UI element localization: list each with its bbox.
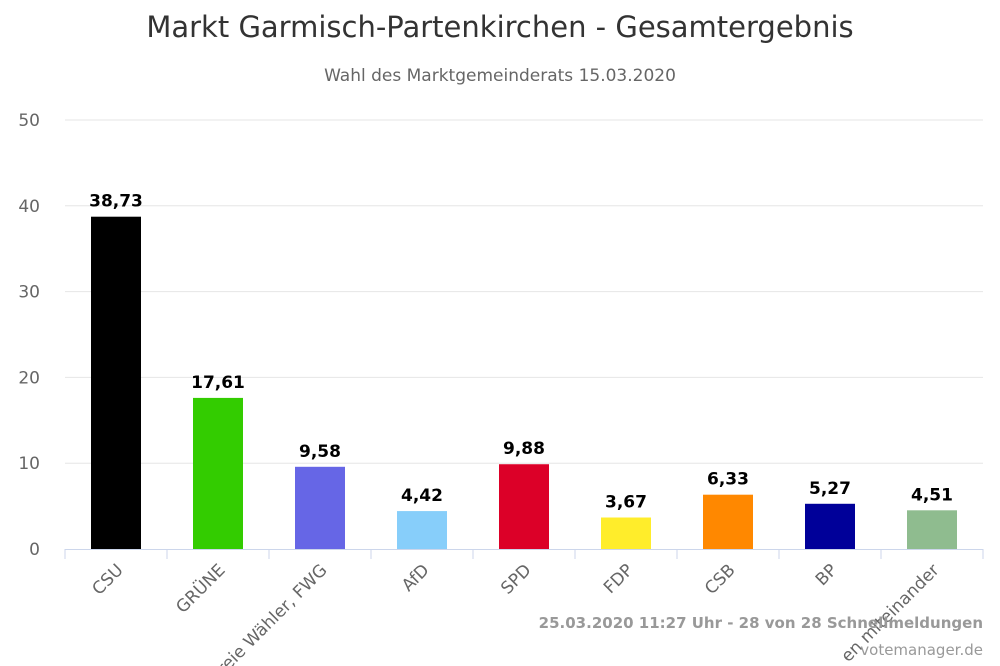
bar-csb <box>703 494 753 549</box>
x-tick-label: CSU <box>89 560 128 599</box>
bar-en-miteinander <box>907 510 957 549</box>
data-label: 3,67 <box>605 493 647 513</box>
data-label: 9,58 <box>299 442 341 462</box>
chart-title: Markt Garmisch-Partenkirchen - Gesamterg… <box>146 10 854 44</box>
x-tick-label: CSB <box>701 560 739 598</box>
x-tick-label: AfD <box>398 560 433 595</box>
y-tick-label: 20 <box>18 368 40 388</box>
x-tick-label: SPD <box>497 560 535 598</box>
bar-csu <box>91 216 141 549</box>
bar-spd <box>499 464 549 549</box>
bar-afd <box>397 511 447 549</box>
y-tick-label: 0 <box>29 540 40 560</box>
y-tick-label: 50 <box>18 111 40 131</box>
chart-subtitle: Wahl des Marktgemeinderats 15.03.2020 <box>324 66 676 86</box>
data-label: 4,42 <box>401 486 443 506</box>
credits-source[interactable]: votemanager.de <box>860 641 983 659</box>
data-label: 38,73 <box>89 192 143 212</box>
data-label: 6,33 <box>707 470 749 490</box>
y-tick-label: 10 <box>18 454 40 474</box>
credits-status: 25.03.2020 11:27 Uhr - 28 von 28 Schnell… <box>538 614 983 632</box>
x-tick-label: FDP <box>600 560 638 598</box>
y-tick-label: 40 <box>18 197 40 217</box>
y-tick-label: 30 <box>18 283 40 303</box>
x-tick-label: BP <box>812 560 842 590</box>
data-label: 4,51 <box>911 485 953 505</box>
bar-bp <box>805 503 855 549</box>
bar-gr-ne <box>193 397 243 549</box>
x-tick-label: GRÜNE <box>171 559 230 618</box>
data-label: 17,61 <box>191 373 245 393</box>
bar-fdp <box>601 517 651 549</box>
bar-freie-w-hler-fwg <box>295 466 345 549</box>
data-label: 9,88 <box>503 439 545 459</box>
data-label: 5,27 <box>809 479 851 499</box>
